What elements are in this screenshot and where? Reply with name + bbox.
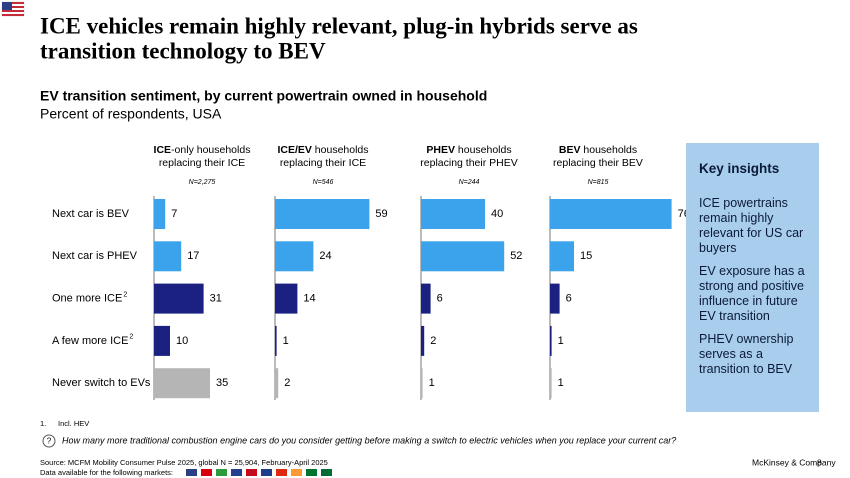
data-label: 59 [375, 208, 387, 220]
panel-title-bold: PHEV [426, 144, 455, 156]
bar [421, 241, 505, 272]
key-insights-title: Key insights [699, 161, 780, 176]
data-label: 15 [580, 250, 592, 262]
bar [550, 283, 560, 314]
sample-size: N=2,275 [189, 179, 216, 186]
bar [275, 241, 314, 272]
category-superscript: 2 [129, 334, 133, 341]
bar [550, 325, 552, 356]
bar [275, 368, 279, 399]
title: transition technology to BEV [40, 38, 326, 63]
sample-size: N=815 [588, 179, 609, 186]
data-label: 2 [430, 335, 436, 347]
data-label: 1 [558, 377, 564, 389]
bar [275, 283, 298, 314]
bar [275, 199, 370, 229]
panel-title-rest: households [455, 144, 512, 156]
insight: PHEV ownership serves as a transition to… [699, 332, 794, 376]
data-label: 52 [510, 250, 522, 262]
panel-title: replacing their ICE [280, 157, 366, 169]
data-label: 24 [319, 250, 331, 262]
sample-size: N=244 [459, 179, 480, 186]
bar [550, 368, 552, 399]
data-label: 31 [210, 293, 222, 305]
data-label: 1 [429, 377, 435, 389]
source: Source: MCFM Mobility Consumer Pulse 202… [40, 458, 328, 467]
data-label: 2 [284, 377, 290, 389]
bar [275, 325, 277, 356]
footnote: Incl. HEV [58, 419, 89, 428]
category-label: Never switch to EVs [52, 377, 151, 389]
category-label: Next car is PHEV [52, 250, 138, 262]
company: McKinsey & Company [752, 457, 836, 467]
bar [421, 199, 485, 229]
data-label: 6 [566, 293, 572, 305]
panel-title-rest: households [312, 144, 369, 156]
question-icon-mark: ? [47, 437, 52, 446]
bar [550, 199, 672, 229]
bar [154, 283, 204, 314]
panel-title: replacing their ICE [159, 157, 245, 169]
category-superscript: 2 [123, 291, 127, 298]
bar [421, 283, 431, 314]
bar [421, 325, 425, 356]
bar [154, 368, 210, 399]
panel-title: ICE/EV households [277, 144, 368, 156]
panel-title-rest: -only households [171, 144, 250, 156]
category-label: One more ICE [52, 293, 122, 305]
data-label: 1 [283, 335, 289, 347]
category-label: Next car is BEV [52, 208, 130, 220]
panel-title-bold: ICE [154, 144, 172, 156]
flag-icon [1, 1, 25, 17]
bar [550, 241, 574, 272]
question-icon [42, 434, 56, 448]
data-label: 35 [216, 377, 228, 389]
subtitle: EV transition sentiment, by current powe… [40, 88, 487, 104]
panel-title: PHEV households [426, 144, 511, 156]
data-label: 14 [303, 293, 315, 305]
panel-title-bold: ICE/EV [277, 144, 311, 156]
markets-label: Data available for the following markets… [40, 468, 173, 477]
footnote-number: 1. [40, 419, 46, 428]
bar [154, 199, 166, 229]
insight: ICE powertrains remain highly relevant f… [699, 196, 804, 255]
panel-title: replacing their BEV [553, 157, 643, 169]
data-label: 10 [176, 335, 188, 347]
panel-title: BEV households [559, 144, 637, 156]
data-label: 1 [558, 335, 564, 347]
panel-title-bold: BEV [559, 144, 581, 156]
data-label: 40 [491, 208, 503, 220]
key-insights-box: Key insights ICE powertrains remain high… [686, 143, 819, 412]
bar [421, 368, 423, 399]
title: ICE vehicles remain highly relevant, plu… [40, 13, 638, 38]
category-label: A few more ICE [52, 335, 128, 347]
unit-label: Percent of respondents, USA [40, 106, 222, 122]
data-label: 17 [187, 250, 199, 262]
data-label: 6 [437, 293, 443, 305]
panel-title: ICE-only households [154, 144, 251, 156]
panel-title: replacing their PHEV [420, 157, 517, 169]
bar [154, 325, 170, 356]
sample-size: N=546 [313, 179, 334, 186]
panel-title-rest: households [580, 144, 637, 156]
bar [154, 241, 182, 272]
insight: EV exposure has a strong and positive in… [699, 264, 805, 323]
page-number: 8 [817, 457, 822, 467]
data-label: 7 [171, 208, 177, 220]
market-flags [186, 469, 332, 476]
question: How many more traditional combustion eng… [62, 435, 676, 445]
